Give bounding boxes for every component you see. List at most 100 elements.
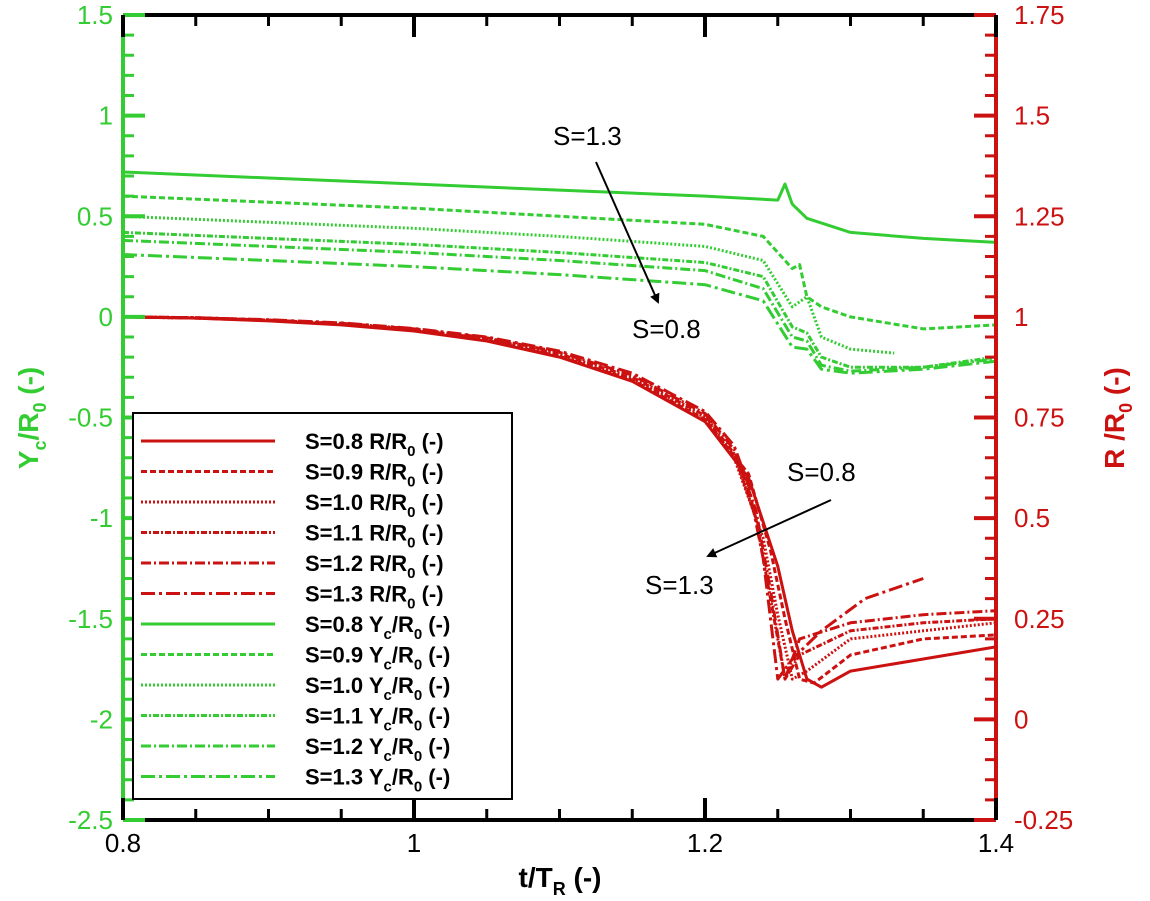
legend-label-sub: c <box>384 718 392 735</box>
legend-label-suffix: (-) <box>415 582 443 607</box>
legend-label-mid: /R <box>392 643 414 668</box>
legend-label: S=1.0 R/R0 (-) <box>305 490 444 521</box>
legend-label-sub: c <box>384 779 392 796</box>
y-right-tick-label: 1.25 <box>1014 201 1065 231</box>
legend-label-sub: 0 <box>407 443 415 460</box>
legend-label: S=1.1 R/R0 (-) <box>305 521 444 552</box>
y-left-title-sub: c <box>30 441 50 451</box>
ticks: 1.5 1 0.5 0 -0.5 -1 -1.5 -2 -2.5 1.75 1.5 1.25 1 0.75… <box>68 0 1073 858</box>
yc-series-line-1 <box>123 194 996 331</box>
legend-label-sub: 0 <box>414 779 422 796</box>
x-axis-title-sub: R <box>553 879 566 899</box>
annotation-label: S=0.8 <box>632 314 701 344</box>
legend-label-main: S=1.2 Y <box>305 734 384 759</box>
y-left-tick-label: -0.5 <box>68 403 113 433</box>
y-right-tick-label: 0.5 <box>1014 503 1050 533</box>
y-right-tick-label: 1.5 <box>1014 101 1050 131</box>
y-left-tick-label: 0 <box>99 302 113 332</box>
legend-label-main: S=0.8 Y <box>305 612 384 637</box>
plot-lines <box>123 170 996 689</box>
legend-label: S=1.0 Yc/R0 (-) <box>305 673 450 704</box>
r-series-line-5 <box>123 315 924 681</box>
annotations: S=1.3 S=0.8 S=0.8 S=1.3 <box>553 121 856 600</box>
x-tick-label: 1 <box>407 828 421 858</box>
legend-label-main: S=1.2 R/R <box>305 551 407 576</box>
legend-label-suffix: (-) <box>415 429 443 454</box>
y-right-axis-title: R /R0 (-) <box>1099 367 1136 469</box>
annotation-label: S=0.8 <box>787 457 856 487</box>
x-axis-title: t/TR (-) <box>519 862 602 899</box>
legend-label-main: S=1.3 Y <box>305 765 384 790</box>
annotation-label: S=1.3 <box>645 570 714 600</box>
legend-label-sub: 0 <box>407 535 415 552</box>
legend-label-mid: /R <box>392 734 414 759</box>
y-right-title-suffix: (-) <box>1099 367 1130 403</box>
legend-label-sub: c <box>384 748 392 765</box>
legend-label-main: S=1.1 R/R <box>305 521 407 546</box>
legend-label-suffix: (-) <box>415 490 443 515</box>
y-left-tick-label: 1.5 <box>77 0 113 30</box>
legend-label: S=1.2 R/R0 (-) <box>305 551 444 582</box>
legend-label-suffix: (-) <box>422 734 450 759</box>
annotation-arrow <box>595 161 660 304</box>
y-left-title-mid: /R <box>13 413 44 441</box>
y-right-tick-label: 1.75 <box>1014 0 1065 30</box>
legend-label-suffix: (-) <box>422 643 450 668</box>
legend-label-suffix: (-) <box>415 521 443 546</box>
x-axis-title-suffix: (-) <box>566 862 602 893</box>
legend-label-sub: 0 <box>407 474 415 491</box>
y-right-title-main: R /R <box>1099 413 1130 469</box>
legend-label-sub: 0 <box>414 718 422 735</box>
legend-label-main: S=0.9 Y <box>305 643 384 668</box>
y-right-tick-label: -0.25 <box>1014 805 1073 835</box>
legend-label-sub: 0 <box>414 687 422 704</box>
legend-label-sub: 0 <box>414 657 422 674</box>
legend-label: S=0.8 R/R0 (-) <box>305 429 444 460</box>
y-left-title-main: Y <box>13 450 44 469</box>
yc-series-line-4 <box>123 238 996 373</box>
legend: S=0.8 R/R0 (-)S=0.9 R/R0 (-)S=1.0 R/R0 (… <box>132 412 513 800</box>
legend-label-mid: /R <box>392 765 414 790</box>
legend-label-sub: 0 <box>407 596 415 613</box>
legend-label: S=1.2 Yc/R0 (-) <box>305 734 450 765</box>
axis-titles: t/TR (-)Yc/R0 (-)R /R0 (-) <box>13 367 1136 899</box>
y-right-title-sub: 0 <box>1116 403 1136 413</box>
legend-label: S=1.3 R/R0 (-) <box>305 582 444 613</box>
x-tick-label: 0.8 <box>105 828 141 858</box>
y-left-tick-label: 0.5 <box>77 201 113 231</box>
legend-label-sub: c <box>384 687 392 704</box>
legend-label-sub: 0 <box>414 748 422 765</box>
y-left-tick-label: -1.5 <box>68 604 113 634</box>
legend-label-main: S=1.3 R/R <box>305 582 407 607</box>
legend-label: S=0.8 Yc/R0 (-) <box>305 612 450 643</box>
legend-label-mid: /R <box>392 612 414 637</box>
legend-label-sub: 0 <box>407 504 415 521</box>
x-axis-title-main: t/T <box>519 862 553 893</box>
yc-series-line-5 <box>123 253 996 375</box>
legend-label: S=0.9 R/R0 (-) <box>305 460 444 491</box>
y-left-tick-label: -2 <box>90 704 113 734</box>
legend-label-suffix: (-) <box>415 551 443 576</box>
yc-series-line-2 <box>123 214 895 355</box>
legend-label-sub: 0 <box>407 565 415 582</box>
legend-label-main: S=1.1 Y <box>305 704 384 729</box>
x-tick-label: 1.4 <box>978 828 1014 858</box>
y-right-tick-label: 0 <box>1014 704 1028 734</box>
legend-label-suffix: (-) <box>422 673 450 698</box>
x-tick-label: 1.2 <box>687 828 723 858</box>
legend-label-main: S=1.0 Y <box>305 673 384 698</box>
y-right-tick-label: 0.75 <box>1014 403 1065 433</box>
y-right-tick-label: 1 <box>1014 302 1028 332</box>
legend-label-main: S=0.8 R/R <box>305 429 407 454</box>
y-right-tick-label: 0.25 <box>1014 604 1065 634</box>
y-left-tick-label: -1 <box>90 503 113 533</box>
y-left-axis-title: Yc/R0 (-) <box>13 367 50 469</box>
legend-label-mid: /R <box>392 704 414 729</box>
legend-label: S=1.3 Yc/R0 (-) <box>305 765 450 796</box>
legend-label: S=1.1 Yc/R0 (-) <box>305 704 450 735</box>
legend-label-main: S=0.9 R/R <box>305 460 407 485</box>
y-left-title-sub: 0 <box>30 403 50 413</box>
legend-label-suffix: (-) <box>422 765 450 790</box>
legend-label-suffix: (-) <box>415 460 443 485</box>
